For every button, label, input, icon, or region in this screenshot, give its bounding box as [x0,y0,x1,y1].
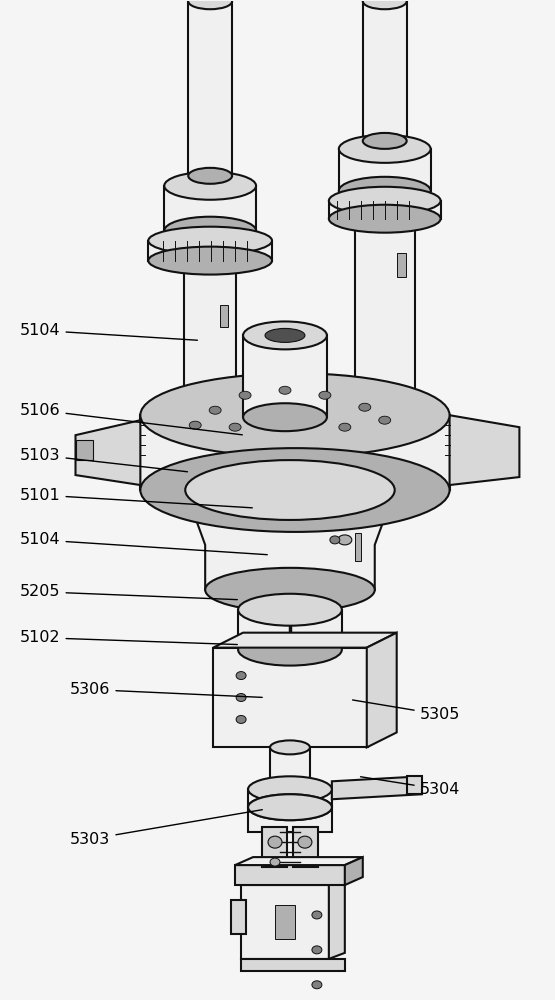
Polygon shape [367,633,397,747]
Polygon shape [450,415,519,485]
Ellipse shape [140,373,450,457]
Polygon shape [332,776,422,799]
Polygon shape [329,879,345,959]
Ellipse shape [236,715,246,723]
Ellipse shape [329,205,441,233]
Ellipse shape [270,858,280,866]
Ellipse shape [238,634,342,666]
Ellipse shape [265,328,305,342]
Ellipse shape [319,391,331,399]
Ellipse shape [236,694,246,701]
Ellipse shape [312,946,322,954]
Bar [213,648,368,747]
Ellipse shape [270,740,310,754]
Ellipse shape [379,416,391,424]
Bar [75,440,93,460]
Ellipse shape [339,135,431,163]
Bar [293,827,318,867]
Ellipse shape [209,406,221,414]
Ellipse shape [363,0,407,9]
Ellipse shape [236,672,246,680]
Ellipse shape [248,794,332,820]
Ellipse shape [312,911,322,919]
Bar [270,747,310,789]
Bar [231,900,246,934]
Ellipse shape [339,177,431,205]
Ellipse shape [355,209,415,229]
Ellipse shape [205,568,375,612]
Bar [241,959,345,971]
Text: 5205: 5205 [20,584,238,600]
Polygon shape [185,490,395,590]
Ellipse shape [268,836,282,848]
Bar [355,219,415,480]
Polygon shape [213,633,397,648]
Text: 5104: 5104 [20,323,198,340]
Ellipse shape [298,836,312,848]
Bar [248,789,332,807]
Ellipse shape [164,172,256,200]
Bar [262,827,287,867]
Ellipse shape [279,386,291,394]
Ellipse shape [248,794,332,820]
Ellipse shape [338,535,352,545]
Ellipse shape [189,421,201,429]
Ellipse shape [140,448,450,532]
Polygon shape [75,420,140,485]
Ellipse shape [188,168,232,184]
Ellipse shape [185,460,395,520]
Bar [220,305,228,327]
Text: 5104: 5104 [20,532,268,555]
Text: 5303: 5303 [70,810,263,847]
Ellipse shape [363,133,407,149]
Bar [397,253,406,277]
Bar [248,807,332,832]
Ellipse shape [148,247,272,275]
Text: 5101: 5101 [20,488,253,508]
Ellipse shape [243,321,327,349]
Bar [241,885,329,959]
Bar [339,149,431,191]
Ellipse shape [312,981,322,989]
Ellipse shape [164,217,256,245]
Ellipse shape [329,187,441,215]
Bar [407,776,422,794]
Ellipse shape [270,782,310,796]
Ellipse shape [359,403,371,411]
Bar [275,905,295,939]
Bar [363,1,407,141]
Bar [140,415,450,490]
Text: 5304: 5304 [361,777,460,797]
Bar [235,865,345,885]
Ellipse shape [243,403,327,431]
Ellipse shape [239,391,251,399]
Text: 5306: 5306 [70,682,263,697]
Bar [243,335,327,417]
Bar [329,201,441,219]
Ellipse shape [238,594,342,626]
Bar [148,241,272,261]
Bar [184,261,236,480]
Ellipse shape [148,227,272,255]
Ellipse shape [339,423,351,431]
Bar [355,533,361,561]
Ellipse shape [188,0,232,9]
Text: 5106: 5106 [20,403,243,435]
Ellipse shape [330,536,340,544]
Bar [238,610,342,650]
Text: 5305: 5305 [352,700,460,722]
Text: 5103: 5103 [20,448,188,472]
Ellipse shape [184,252,236,270]
Polygon shape [345,857,363,885]
Ellipse shape [229,423,241,431]
Text: 5102: 5102 [20,630,238,645]
Ellipse shape [248,776,332,802]
Polygon shape [235,857,363,865]
Bar [188,1,232,176]
Bar [164,186,256,231]
